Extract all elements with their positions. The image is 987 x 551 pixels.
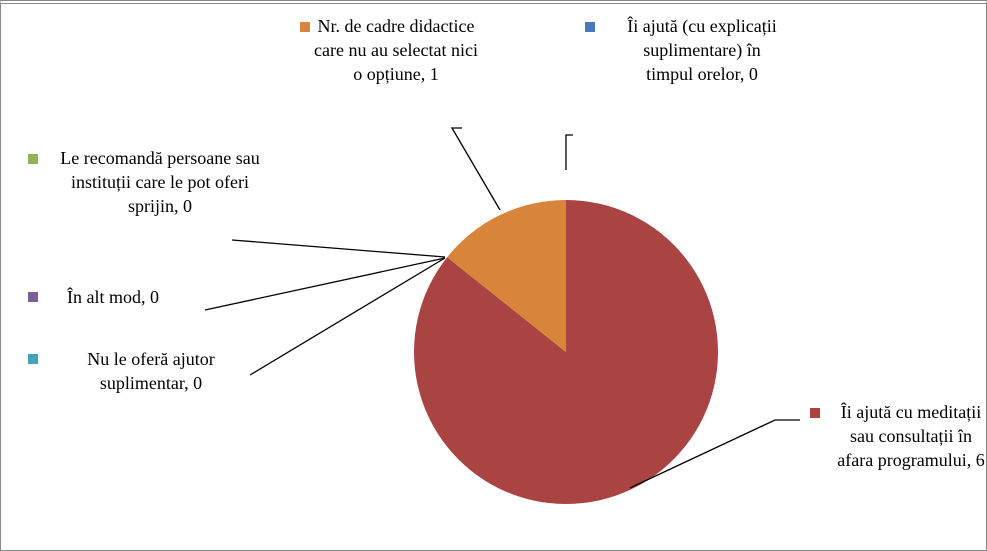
label-category: Nr. de cadre didactice care nu au select… [314,16,478,84]
data-label: Nr. de cadre didactice care nu au select… [314,16,478,84]
leader-line [231,239,446,258]
data-label: În alt mod, 0 [67,287,159,307]
label-category: Nu le oferă ajutor suplimentar [87,349,215,393]
label-category: Îi ajută cu meditații sau consultații în… [837,402,982,470]
label-value: 0 [150,287,159,307]
data-label: Îi ajută (cu explicații suplimentare) în… [627,16,777,84]
leader-line [565,134,573,170]
legend-marker [28,292,38,302]
legend-marker [28,354,38,364]
data-label: Nu le oferă ajutor suplimentar, 0 [87,349,215,393]
legend-marker [585,22,595,32]
legend-marker [28,154,38,164]
data-label: Îi ajută cu meditații sau consultații în… [837,402,985,470]
label-category: În alt mod [67,287,141,307]
legend-marker [300,22,310,32]
pie-slice [447,200,566,352]
label-value: 0 [193,373,203,393]
label-value: 0 [183,196,192,216]
leader-line [249,257,446,376]
label-value: 0 [748,64,758,84]
label-category: Îi ajută (cu explicații suplimentare) în… [627,16,777,84]
label-category: Le recomandă persoane sau instituții car… [60,148,260,216]
leader-line [629,419,800,489]
legend-marker [810,408,820,418]
label-value: 6 [975,450,985,470]
leader-line [450,127,501,211]
leader-line [204,257,446,311]
label-value: 1 [429,64,439,84]
data-label: Le recomandă persoane sau instituții car… [60,148,260,216]
